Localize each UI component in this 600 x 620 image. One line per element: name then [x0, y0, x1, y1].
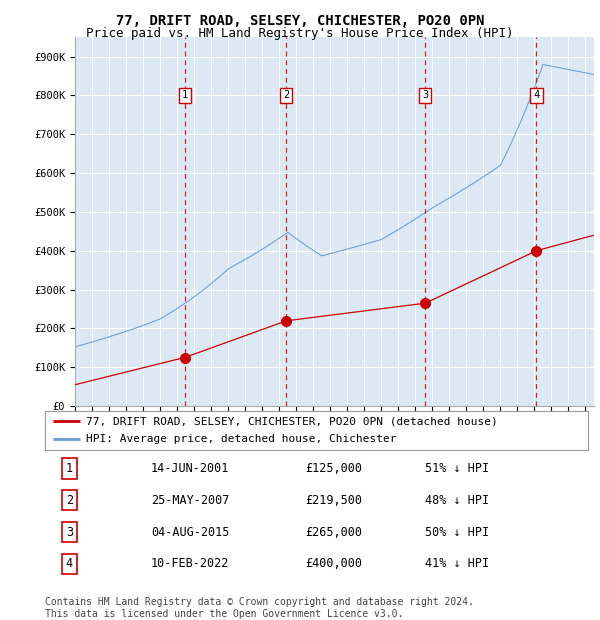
Text: Contains HM Land Registry data © Crown copyright and database right 2024.
This d: Contains HM Land Registry data © Crown c…	[45, 597, 474, 619]
Text: 48% ↓ HPI: 48% ↓ HPI	[425, 494, 489, 507]
Text: 1: 1	[182, 91, 188, 100]
Text: 3: 3	[66, 526, 73, 539]
Text: 25-MAY-2007: 25-MAY-2007	[151, 494, 229, 507]
Text: 77, DRIFT ROAD, SELSEY, CHICHESTER, PO20 0PN (detached house): 77, DRIFT ROAD, SELSEY, CHICHESTER, PO20…	[86, 417, 497, 427]
Text: 10-FEB-2022: 10-FEB-2022	[151, 557, 229, 570]
Text: £219,500: £219,500	[305, 494, 362, 507]
Text: HPI: Average price, detached house, Chichester: HPI: Average price, detached house, Chic…	[86, 434, 396, 444]
Text: 2: 2	[283, 91, 289, 100]
Text: 41% ↓ HPI: 41% ↓ HPI	[425, 557, 489, 570]
Text: £400,000: £400,000	[305, 557, 362, 570]
Text: 14-JUN-2001: 14-JUN-2001	[151, 462, 229, 475]
Text: 4: 4	[533, 91, 539, 100]
Text: 3: 3	[422, 91, 428, 100]
Text: 04-AUG-2015: 04-AUG-2015	[151, 526, 229, 539]
Text: Price paid vs. HM Land Registry's House Price Index (HPI): Price paid vs. HM Land Registry's House …	[86, 27, 514, 40]
Text: £125,000: £125,000	[305, 462, 362, 475]
Text: 4: 4	[66, 557, 73, 570]
Text: 2: 2	[66, 494, 73, 507]
Text: 51% ↓ HPI: 51% ↓ HPI	[425, 462, 489, 475]
Text: 1: 1	[66, 462, 73, 475]
Text: 77, DRIFT ROAD, SELSEY, CHICHESTER, PO20 0PN: 77, DRIFT ROAD, SELSEY, CHICHESTER, PO20…	[116, 14, 484, 28]
Text: 50% ↓ HPI: 50% ↓ HPI	[425, 526, 489, 539]
Text: £265,000: £265,000	[305, 526, 362, 539]
